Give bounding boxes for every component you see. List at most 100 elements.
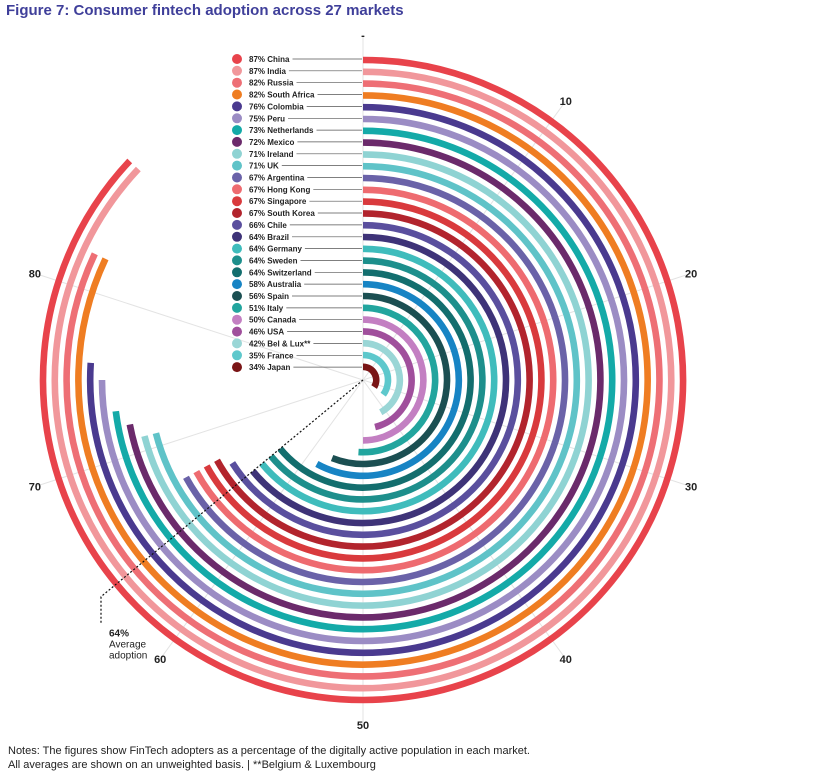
arc-series-14 [229, 221, 522, 539]
legend-label-4: 76% Colombia [249, 102, 304, 111]
legend-swatch-16 [232, 243, 242, 254]
legend-swatch-5 [232, 113, 242, 124]
legend-swatch-22 [232, 314, 242, 325]
legend-label-9: 71% UK [249, 162, 279, 171]
legend-label-22: 50% Canada [249, 316, 297, 325]
arc-series-1 [51, 68, 675, 692]
notes-line-2: All averages are shown on an unweighted … [8, 759, 376, 771]
legend-swatch-2 [232, 77, 242, 88]
legend-swatch-11 [232, 184, 242, 195]
legend-swatch-1 [232, 65, 242, 76]
legend-label-17: 64% Sweden [249, 256, 298, 265]
legend-swatch-13 [232, 208, 242, 218]
tick-label-3: 30 [685, 482, 697, 494]
legend-swatch-19 [232, 279, 242, 290]
legend-swatch-7 [232, 136, 242, 147]
arc-series-20 [330, 292, 451, 468]
legend-label-1: 87% India [249, 67, 286, 76]
legend-label-18: 64% Switzerland [249, 268, 312, 277]
arc-series-9 [152, 162, 581, 598]
tick-label-8: 80 [29, 268, 41, 280]
arc-series-12 [203, 198, 545, 562]
arc-series-16 [259, 245, 498, 515]
legend-swatch-17 [232, 255, 242, 266]
arc-series-6 [112, 127, 616, 633]
tick-label-0: - [361, 30, 365, 42]
legend-label-6: 73% Netherlands [249, 126, 314, 135]
legend-label-3: 82% South Africa [249, 91, 315, 100]
legend-label-5: 75% Peru [249, 114, 285, 123]
arc-series-25 [362, 351, 392, 397]
arc-series-8 [141, 151, 592, 609]
average-label-0: 64% [109, 629, 129, 640]
tick-label-5: 50 [357, 720, 369, 732]
legend-label-2: 82% Russia [249, 79, 294, 88]
arc-series-10 [183, 174, 569, 586]
arc-series-3 [75, 92, 651, 668]
legend-swatch-15 [232, 231, 242, 242]
tick-labels: - 10 20 30 40 50 60 70 80 [29, 30, 697, 732]
legend-label-10: 67% Argentina [249, 174, 305, 183]
legend-swatch-18 [232, 267, 242, 278]
legend-label-24: 42% Bel & Lux** [249, 339, 311, 348]
tick-label-7: 70 [29, 482, 41, 494]
legend-swatch-8 [232, 148, 242, 159]
arc-series-21 [358, 304, 439, 456]
legend-label-16: 64% Germany [249, 245, 302, 254]
legend: 87% China 87% India 82% Russia 82% South Af… [232, 54, 362, 373]
legend-swatch-24 [232, 338, 242, 349]
legend-label-21: 51% Italy [249, 304, 284, 313]
arc-series-4 [86, 103, 640, 657]
tick-label-1: 10 [560, 96, 572, 108]
arc-series-2 [63, 80, 663, 680]
arc-series-26 [362, 363, 380, 389]
arc-series-7 [126, 139, 604, 621]
arc-series-0 [39, 56, 687, 704]
average-label-2: adoption [109, 651, 147, 662]
legend-swatch-6 [232, 125, 242, 136]
arc-series-23 [362, 328, 415, 431]
legend-label-15: 64% Brazil [249, 233, 289, 242]
legend-swatch-23 [232, 326, 242, 337]
legend-swatch-4 [232, 101, 242, 112]
arc-series-24 [362, 339, 404, 416]
arc-series-15 [250, 233, 510, 527]
average-line [100, 379, 364, 625]
arc-series [39, 56, 687, 704]
legend-swatch-0 [232, 54, 242, 64]
tick-label-6: 60 [154, 654, 166, 666]
legend-swatch-10 [232, 172, 242, 183]
arc-series-17 [268, 257, 486, 503]
legend-label-23: 46% USA [249, 328, 284, 337]
average-label-1: Average [109, 640, 147, 651]
arc-series-5 [98, 115, 628, 645]
notes-line-1: Notes: The figures show FinTech adopters… [8, 745, 530, 757]
notes: Notes: The figures show FinTech adopters… [8, 744, 530, 772]
legend-swatch-20 [232, 291, 242, 301]
legend-swatch-12 [232, 196, 242, 207]
legend-swatch-3 [232, 89, 242, 100]
legend-label-11: 67% Hong Kong [249, 185, 310, 194]
legend-label-19: 58% Australia [249, 280, 302, 289]
arc-series-19 [315, 280, 463, 480]
legend-swatch-14 [232, 219, 242, 230]
legend-swatch-21 [232, 302, 242, 313]
legend-label-26: 34% Japan [249, 363, 290, 372]
arc-series-18 [277, 269, 474, 491]
legend-swatch-26 [232, 362, 242, 373]
legend-label-20: 56% Spain [249, 292, 289, 301]
legend-swatch-9 [232, 160, 242, 171]
legend-label-7: 72% Mexico [249, 138, 294, 147]
figure-title: Figure 7: Consumer fintech adoption acro… [6, 2, 404, 19]
arc-series-13 [214, 210, 533, 550]
arc-series-22 [362, 316, 427, 444]
legend-label-8: 71% Ireland [249, 150, 294, 159]
arc-series-11 [193, 186, 557, 574]
tick-label-2: 20 [685, 268, 697, 280]
legend-label-25: 35% France [249, 351, 294, 360]
legend-label-0: 87% China [249, 55, 290, 64]
legend-label-13: 67% South Korea [249, 209, 315, 218]
legend-swatch-25 [232, 350, 242, 361]
